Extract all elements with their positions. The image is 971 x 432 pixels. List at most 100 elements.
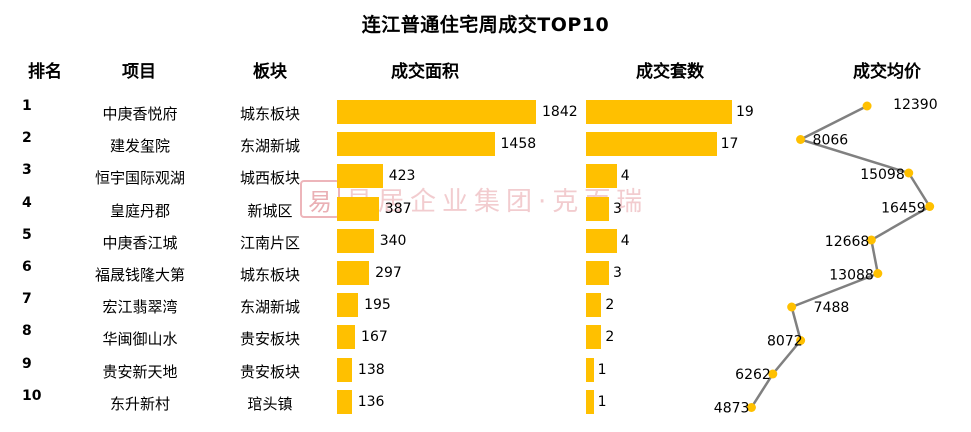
price-point [796,135,806,144]
units-value-label: 19 [736,104,754,120]
units-bar [586,261,610,285]
header-rank: 排名 [28,62,62,82]
area-bar [337,132,495,157]
price-value-label: 8066 [813,133,849,149]
district-cell: 城东板块 [239,266,300,284]
price-point [873,269,883,278]
area-bar [337,325,356,350]
price-series-line [750,104,932,409]
price-value-label: 6262 [735,367,771,383]
units-bar [586,132,717,157]
chart-title: 连江普通住宅周成交TOP10 [361,14,610,36]
area-value-label: 423 [388,168,416,185]
rank-cell: 4 [22,194,32,211]
area-value-label: 1842 [542,104,578,120]
price-point [904,168,914,178]
area-value-label: 387 [384,200,412,217]
price-value-label: 12668 [825,234,870,250]
price-value-label: 4873 [714,401,750,417]
rank-cell: 9 [22,355,32,372]
rank-cell: 10 [22,387,42,404]
header-district: 板块 [253,62,287,82]
project-cell: 皇庭丹郡 [109,201,170,220]
units-value-label: 1 [597,361,607,378]
area-value-label: 195 [364,297,391,314]
price-point [862,101,872,111]
area-bar [337,196,379,221]
header-project: 项目 [122,62,156,82]
units-value-label: 1 [597,393,607,410]
project-cell: 建发玺院 [109,137,170,156]
district-cell: 琯头镇 [247,394,293,413]
units-bar [586,196,610,221]
district-cell: 贵安板块 [239,330,300,349]
district-cell: 城东板块 [239,105,300,123]
price-point [866,235,876,245]
area-bar [337,293,359,318]
price-point [796,336,806,345]
price-point [787,302,797,312]
area-value-label: 136 [357,393,385,410]
units-bar [586,164,617,189]
rank-cell: 1 [22,98,32,114]
project-cell: 中庚香悦府 [102,105,178,123]
units-value-label: 3 [613,265,622,281]
rank-cell: 2 [22,130,32,147]
rank-cell: 5 [22,226,32,243]
area-value-label: 340 [379,232,407,249]
project-cell: 福晟钱隆大第 [94,266,185,284]
units-value-label: 2 [605,329,615,346]
units-bar [586,100,732,124]
header-area: 成交面积 [391,62,459,82]
project-cell: 恒宇国际观湖 [94,169,185,188]
rank-cell: 7 [22,291,32,308]
units-value-label: 17 [720,136,739,153]
units-bar [586,325,602,350]
rank-cell: 3 [22,162,32,179]
district-cell: 东湖新城 [239,298,300,317]
header-price: 成交均价 [853,62,921,82]
price-value-label: 8072 [767,334,803,350]
price-value-label: 16459 [881,201,926,217]
project-cell: 华闽御山水 [102,330,178,349]
units-bar [586,389,594,414]
area-bar [337,389,352,414]
header-units: 成交套数 [636,62,704,82]
price-point [746,403,756,412]
district-cell: 城西板块 [239,169,300,188]
area-value-label: 138 [357,361,385,378]
units-bar [586,228,617,253]
units-value-label: 4 [620,168,630,185]
units-value-label: 3 [613,200,622,217]
project-cell: 中庚香江城 [102,233,178,252]
units-bar [586,293,602,318]
units-value-label: 2 [605,297,615,314]
district-cell: 江南片区 [239,233,300,252]
project-cell: 贵安新天地 [102,362,178,381]
price-point [768,369,778,379]
price-value-label: 12390 [893,97,938,113]
area-value-label: 297 [375,265,402,281]
price-value-label: 13088 [829,268,874,284]
rank-cell: 8 [22,323,32,340]
rank-cell: 6 [22,259,32,275]
project-cell: 宏江翡翠湾 [102,298,178,317]
price-value-label: 15098 [860,167,905,183]
units-bar [586,357,594,382]
district-cell: 新城区 [247,201,293,220]
area-value-label: 167 [361,329,388,346]
area-bar [337,261,370,285]
price-value-label: 7488 [814,300,850,316]
price-point [925,202,935,211]
area-bar [337,228,374,253]
area-bar [337,100,536,124]
district-cell: 贵安板块 [239,362,300,381]
area-bar [337,357,352,382]
project-cell: 东升新村 [109,394,170,413]
area-value-label: 1458 [500,136,537,153]
district-cell: 东湖新城 [239,137,300,156]
units-value-label: 4 [620,232,630,249]
area-bar [337,164,383,189]
